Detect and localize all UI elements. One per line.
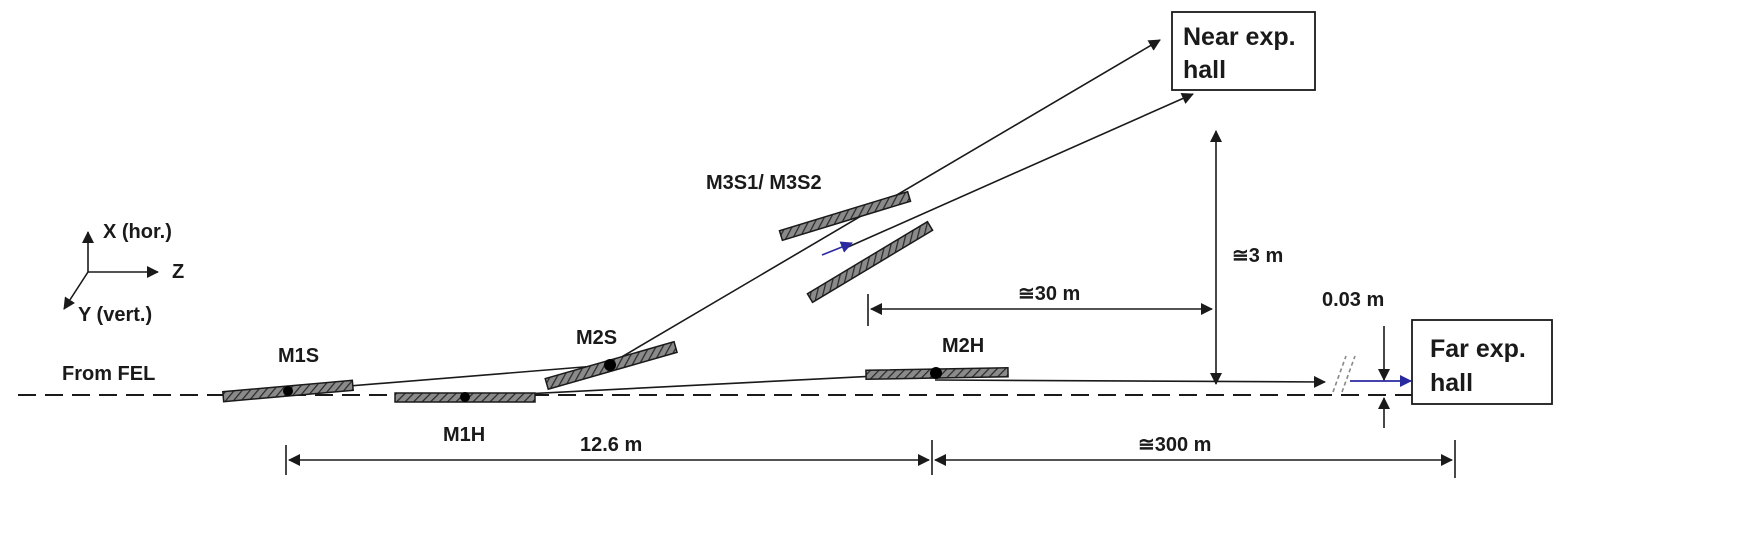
label-m2h: M2H: [942, 335, 984, 357]
dimension-0-03m: 0.03 m: [1322, 289, 1390, 428]
beam-to-near-hall-lower: [847, 92, 1194, 248]
pivot-m2h: [930, 367, 942, 379]
pivot-m1s: [283, 386, 293, 396]
coordinate-axes: X (hor.) Z Y (vert.): [63, 221, 184, 326]
from-fel-label: From FEL: [62, 363, 155, 385]
label-12-6m: 12.6 m: [580, 434, 642, 456]
x-axis-label: X (hor.): [103, 221, 172, 243]
pivot-m2s: [604, 359, 616, 371]
beam-m1h-to-m2h: [464, 372, 936, 398]
far-hall-box: Far exp. hall: [1411, 319, 1553, 405]
near-hall-frame: [1171, 11, 1316, 91]
y-axis-arrow: [63, 271, 89, 310]
slit-mark-1: [1332, 355, 1347, 393]
dimension-300m: ≅300 m: [934, 434, 1456, 478]
mirrors: [221, 190, 1009, 403]
slit-mark-2: [1341, 355, 1356, 393]
label-m3: M3S1/ M3S2: [706, 172, 822, 194]
dimension-30m: ≅30 m: [867, 283, 1213, 326]
label-m2s: M2S: [576, 327, 617, 349]
beam-paths: [287, 39, 1326, 398]
near-hall-label-line2: hall: [1183, 56, 1226, 84]
far-hall-label-line1: Far exp.: [1430, 335, 1526, 363]
label-0-03m: 0.03 m: [1322, 289, 1384, 311]
label-m1s: M1S: [278, 345, 319, 367]
near-hall-label-line1: Near exp.: [1183, 23, 1296, 51]
blue-arrow-m3: [821, 241, 853, 256]
far-hall-frame: [1411, 319, 1553, 405]
dimension-3m: ≅3 m: [1210, 130, 1283, 385]
z-axis-label: Z: [172, 261, 184, 283]
label-m1h: M1H: [443, 424, 485, 446]
label-300m: ≅300 m: [1138, 434, 1211, 456]
y-axis-label: Y (vert.): [78, 304, 152, 326]
mirror-m3s1: [778, 190, 912, 242]
label-3m: ≅3 m: [1232, 245, 1283, 267]
dimension-12-6m: 12.6 m: [285, 434, 933, 475]
far-hall-label-line2: hall: [1430, 369, 1473, 397]
label-30m: ≅30 m: [1018, 283, 1080, 305]
pivot-m1h: [460, 392, 470, 402]
beam-to-far-hall: [934, 375, 1326, 388]
near-hall-box: Near exp. hall: [1171, 11, 1316, 91]
mirror-m3s2: [806, 220, 934, 304]
